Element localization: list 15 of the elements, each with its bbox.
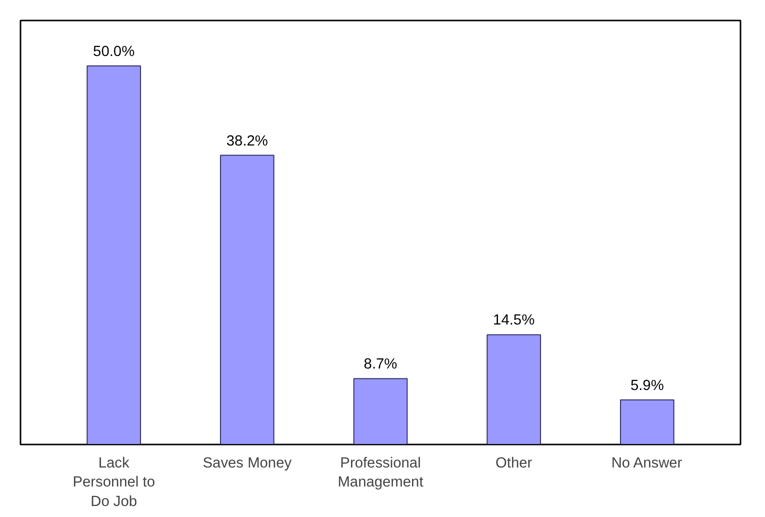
x-tick-label: Saves Money (202, 456, 292, 472)
data-label: 14.5% (493, 312, 535, 329)
bar (620, 399, 674, 444)
x-tick-label: Lack Personnel to Do Job (72, 456, 155, 510)
data-label: 5.9% (630, 378, 664, 394)
x-tick-label: Other (496, 456, 532, 472)
bar (353, 378, 408, 444)
data-label: 38.2% (226, 133, 268, 150)
x-tick-label: No Answer (611, 456, 682, 472)
data-label: 8.7% (364, 356, 398, 373)
data-label: 50.0% (93, 44, 135, 60)
bar (220, 154, 274, 444)
bar (486, 334, 541, 444)
bar (86, 65, 141, 444)
x-tick-label: Professional Management (338, 456, 424, 491)
